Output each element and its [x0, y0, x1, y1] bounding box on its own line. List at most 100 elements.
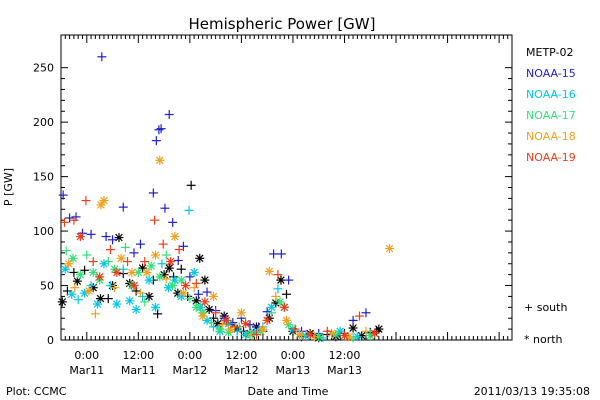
data-point-noaa-17-south — [266, 308, 276, 318]
data-point-noaa-19-south — [123, 257, 133, 267]
data-point-noaa-18-north — [198, 311, 208, 321]
x-tick-time-label: 0:00 — [281, 349, 306, 362]
x-tick-date-label: Mar11 — [121, 364, 156, 377]
x-tick-time-label: 12:00 — [122, 349, 154, 362]
data-point-noaa-15-south — [108, 235, 118, 245]
data-point-noaa-17-north — [146, 261, 156, 271]
data-point-noaa-19-south — [355, 311, 365, 321]
data-point-noaa-15-south — [135, 239, 145, 249]
data-point-noaa-18-south — [161, 274, 171, 284]
data-point-noaa-17-south — [206, 318, 216, 328]
data-point-noaa-18-north — [385, 244, 395, 253]
data-point-noaa-18-north — [208, 291, 218, 301]
data-point-noaa-17-north — [176, 275, 186, 285]
data-point-metp-02-north — [164, 263, 174, 273]
y-tick-label: 100 — [33, 225, 54, 238]
data-point-noaa-18-north — [64, 259, 74, 269]
data-point-noaa-18-south — [110, 283, 120, 293]
data-point-noaa-17-north — [133, 267, 143, 277]
data-point-noaa-17-north — [155, 272, 165, 282]
data-point-noaa-18-south — [90, 309, 100, 319]
data-point-noaa-19-north — [95, 272, 105, 282]
data-point-noaa-18-north — [170, 232, 180, 242]
x-tick-date-label: Mar13 — [327, 364, 362, 377]
plot-credit: Plot: CCMC — [6, 385, 67, 398]
data-point-noaa-19-north — [129, 281, 139, 291]
data-point-noaa-15-south — [151, 136, 161, 146]
plot-timestamp: 2011/03/13 19:35:08 — [474, 385, 590, 398]
data-point-noaa-15-south — [160, 203, 170, 213]
data-point-noaa-18-north — [226, 324, 236, 334]
data-point-noaa-18-north — [327, 328, 337, 338]
data-point-noaa-16-north — [112, 299, 122, 309]
data-point-metp-02-south — [80, 265, 90, 275]
data-point-noaa-15-south — [262, 307, 272, 317]
data-point-noaa-17-north — [88, 267, 98, 277]
data-point-noaa-15-south — [173, 255, 183, 265]
x-tick-time-label: 0:00 — [74, 349, 99, 362]
data-point-noaa-17-north — [168, 281, 178, 291]
data-point-metp-02-south — [176, 264, 186, 274]
data-point-noaa-18-north — [294, 330, 304, 340]
data-point-noaa-19-south — [59, 217, 69, 227]
data-point-noaa-16-north — [125, 296, 135, 306]
legend: METP-02 NOAA-15 NOAA-16 NOAA-17 NOAA-18 NOAA-… — [526, 46, 576, 164]
data-point-metp-02-north — [200, 275, 210, 285]
data-point-noaa-15-south — [348, 315, 358, 325]
data-point-metp-02-north — [348, 323, 358, 333]
data-point-noaa-18-north — [84, 286, 94, 296]
data-point-metp-02-south — [282, 289, 291, 299]
data-point-noaa-19-south — [69, 215, 79, 225]
data-point-noaa-19-north — [166, 257, 176, 267]
data-point-noaa-18-north — [127, 267, 137, 277]
data-point-noaa-18-south — [361, 326, 371, 336]
data-point-metp-02-south — [208, 313, 218, 323]
data-point-noaa-16-north — [93, 299, 103, 309]
data-point-metp-02-north — [114, 233, 124, 243]
data-point-noaa-15-south — [154, 125, 164, 135]
data-point-noaa-19-north — [305, 330, 315, 340]
data-point-noaa-19-north — [279, 302, 289, 312]
data-point-noaa-15-south — [202, 287, 212, 297]
data-point-noaa-17-south — [103, 257, 113, 267]
data-point-noaa-19-north — [75, 232, 85, 242]
data-point-noaa-19-north — [200, 297, 210, 307]
data-point-noaa-18-south — [189, 283, 199, 293]
data-point-noaa-16-north — [189, 267, 199, 277]
chart-title: Hemispheric Power [GW] — [189, 15, 376, 33]
data-point-noaa-15-south — [156, 124, 166, 134]
data-point-noaa-15-south — [193, 289, 203, 299]
data-point-noaa-16-north — [67, 289, 77, 299]
data-point-noaa-17-north — [331, 330, 341, 340]
legend-entry-noaa-15: NOAA-15 — [526, 67, 576, 80]
data-point-noaa-15-south — [118, 202, 128, 212]
x-axis-title: Date and Time — [248, 385, 329, 398]
data-point-metp-02-south — [186, 180, 196, 190]
data-point-noaa-19-north — [370, 328, 380, 338]
data-point-noaa-19-south — [88, 257, 98, 267]
legend-entry-noaa-16: NOAA-16 — [526, 88, 576, 101]
data-point-noaa-19-south — [290, 324, 300, 334]
x-tick-date-label: Mar13 — [276, 364, 311, 377]
data-points — [57, 52, 395, 343]
data-point-noaa-17-south — [61, 246, 71, 256]
data-point-noaa-15-south — [185, 272, 195, 282]
data-point-noaa-16-north — [60, 264, 70, 274]
data-point-noaa-15-south — [97, 52, 107, 62]
data-point-noaa-17-north — [68, 253, 78, 263]
data-point-noaa-16-south — [273, 284, 283, 294]
legend-entry-metp-02: METP-02 — [526, 46, 574, 59]
x-axis-ticks: 0:00 Mar11 12:00 Mar11 0:00 Mar12 12:00 Mar12 0:… — [60, 35, 513, 377]
data-point-noaa-15-south — [101, 232, 111, 242]
data-point-noaa-17-north — [215, 324, 225, 334]
x-tick-time-label: 12:00 — [226, 349, 258, 362]
data-point-noaa-19-south — [191, 278, 201, 288]
data-point-noaa-15-south — [86, 229, 96, 239]
x-tick-date-label: Mar12 — [172, 364, 207, 377]
data-point-noaa-17-south — [140, 297, 150, 307]
data-point-noaa-18-north — [178, 288, 188, 298]
data-point-noaa-17-north — [75, 270, 85, 280]
data-point-noaa-18-south — [217, 320, 227, 330]
data-point-noaa-18-north — [142, 267, 152, 277]
